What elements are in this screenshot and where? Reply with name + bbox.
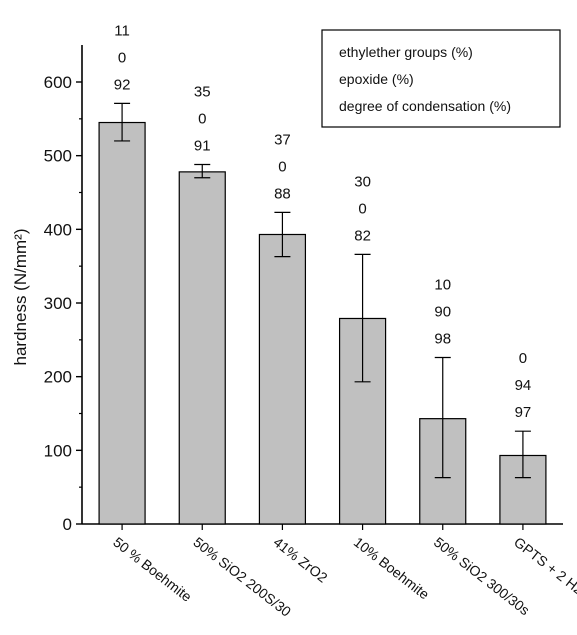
annotation-epoxide: 90 (434, 304, 451, 321)
annotation-ethylether: 35 (194, 84, 211, 101)
y-tick-label: 500 (44, 147, 72, 166)
annotation-condensation: 88 (274, 185, 291, 202)
legend-entry: degree of condensation (%) (339, 98, 511, 114)
y-tick-label: 600 (44, 73, 72, 92)
annotation-condensation: 91 (194, 138, 211, 155)
bar (258, 233, 307, 525)
x-tick-label: GPTS + 2 H2O (511, 534, 577, 605)
x-tick-label: 10% Boehmite (351, 534, 433, 603)
legend: ethylether groups (%) epoxide (%) degree o… (321, 29, 561, 128)
annotation-condensation: 82 (354, 227, 371, 244)
annotation-ethylether: 37 (274, 131, 291, 148)
y-tick-label: 200 (44, 368, 72, 387)
annotation-epoxide: 94 (515, 377, 532, 394)
y-tick-label: 300 (44, 294, 72, 313)
y-tick-label: 0 (63, 515, 72, 534)
annotation-ethylether: 11 (114, 22, 130, 39)
y-axis-label: hardness (N/mm²) (11, 229, 30, 366)
annotation-ethylether: 30 (354, 173, 371, 190)
annotation-epoxide: 0 (278, 158, 286, 175)
y-tick-label: 400 (44, 220, 72, 239)
legend-box (321, 29, 561, 128)
annotation-epoxide: 0 (358, 200, 366, 217)
x-tick-label: 50 % Boehmite (110, 534, 195, 605)
legend-entry: epoxide (%) (339, 71, 414, 87)
bar (98, 121, 146, 525)
y-tick-label: 100 (44, 441, 72, 460)
annotation-condensation: 97 (515, 404, 532, 421)
annotation-epoxide: 0 (198, 111, 206, 128)
annotation-ethylether: 10 (434, 277, 451, 294)
legend-entry: ethylether groups (%) (339, 44, 473, 60)
bar (178, 171, 226, 525)
annotation-ethylether: 0 (519, 350, 527, 367)
x-tick-label: 41% ZrO2 (271, 534, 331, 586)
annotation-condensation: 92 (114, 76, 131, 93)
annotation-condensation: 98 (434, 331, 451, 348)
annotation-epoxide: 0 (118, 49, 126, 66)
